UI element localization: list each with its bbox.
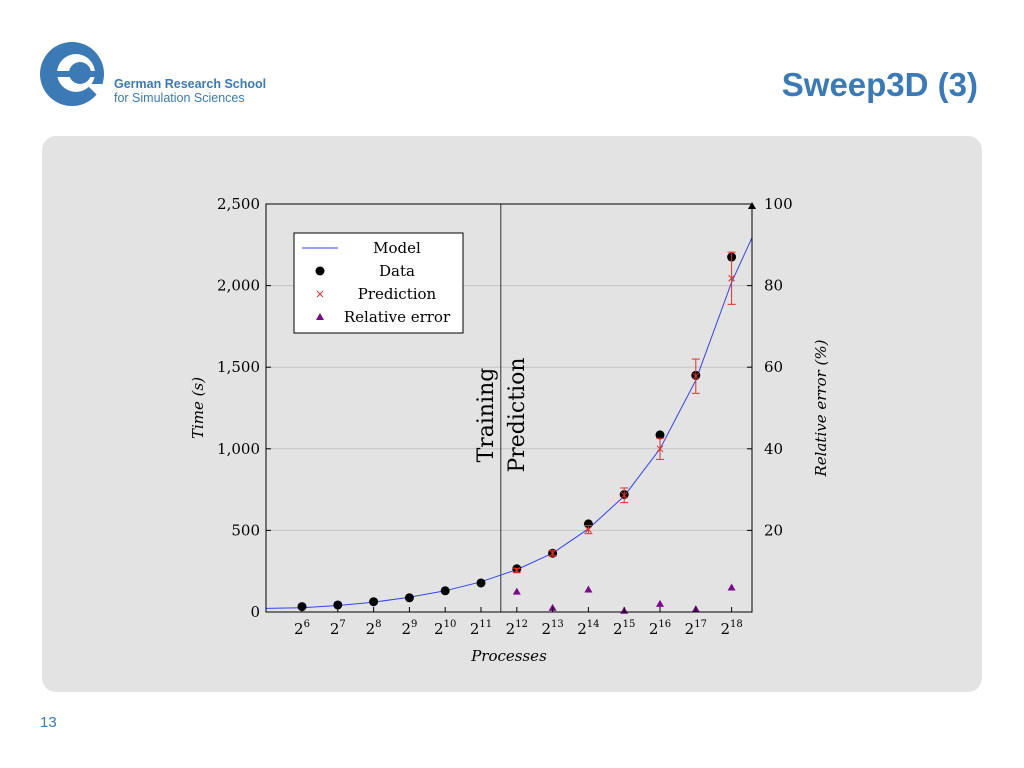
logo-text: German Research School for Simulation Sc… (114, 77, 266, 105)
data-point (297, 602, 307, 612)
y-tick-label: 2,000 (217, 277, 260, 295)
x-tick-label: 29 (401, 619, 417, 638)
prediction-point (727, 251, 736, 305)
data-point (404, 593, 414, 603)
y2-tick-label: 40 (764, 440, 783, 458)
x-tick-label: 218 (720, 619, 742, 638)
y-tick-label: 2,500 (217, 195, 260, 213)
y-tick-label: 500 (231, 521, 260, 539)
data-point (476, 578, 486, 588)
x-tick-label: 26 (294, 619, 310, 638)
slide-title: Sweep3D (3) (781, 66, 978, 103)
prediction-point (691, 358, 700, 394)
legend-box (293, 232, 464, 334)
legend-prediction-swatch (316, 290, 324, 298)
x-tick-label: 214 (577, 619, 599, 638)
y-axis-title: Time (s) (189, 377, 207, 439)
prediction-marker (728, 274, 735, 282)
legend-label: Prediction (358, 285, 437, 303)
legend: Model Data Prediction Relative error (293, 232, 464, 334)
x-tick-label: 213 (541, 619, 563, 638)
prediction-point (512, 567, 521, 574)
x-tick-label: 217 (685, 619, 707, 638)
x-tick-label: 216 (649, 619, 671, 638)
y-tick-label: 0 (250, 603, 260, 621)
x-tick-label: 27 (330, 619, 346, 638)
logo-mark-icon (40, 42, 104, 106)
slide-number: 13 (40, 714, 57, 731)
data-point (369, 597, 379, 607)
prediction-point (584, 525, 593, 535)
x-tick-label: 215 (613, 619, 635, 638)
legend-relative-error-swatch (316, 313, 324, 320)
plot-frame (265, 203, 753, 613)
x-tick-label: 210 (434, 619, 456, 638)
x-tick-label: 28 (366, 619, 382, 638)
legend-label: Model (373, 239, 421, 257)
relative-error-point (584, 585, 593, 593)
y2-tick-label: 80 (764, 277, 783, 295)
content-panel (42, 136, 982, 692)
prediction-marker (692, 372, 700, 380)
prediction-point (656, 437, 664, 460)
logo (40, 42, 104, 106)
x-tick-label: 211 (470, 619, 492, 638)
legend-label: Data (379, 262, 415, 280)
data-point (440, 586, 450, 596)
training-label: Training (474, 368, 499, 463)
relative-error-point (727, 583, 736, 591)
y-tick-label: 1,000 (217, 440, 260, 458)
logo-line-2: for Simulation Sciences (114, 91, 245, 105)
prediction-point (548, 549, 557, 557)
legend-data-swatch (315, 266, 325, 276)
y2-tick-label: 100 (764, 195, 793, 213)
logo-line-1: German Research School (114, 77, 267, 91)
prediction-label: Prediction (505, 357, 530, 472)
relative-error-point (656, 599, 664, 607)
relative-error-point (512, 587, 521, 595)
prediction-marker (656, 445, 664, 453)
y-tick-label: 1,500 (217, 358, 260, 376)
y2-tick-label: 20 (764, 521, 783, 539)
legend-prediction-mark (316, 290, 324, 298)
data-point (655, 430, 665, 440)
y2-axis-title: Relative error (%) (812, 339, 830, 477)
prediction-marker (585, 526, 592, 533)
prediction-point (620, 487, 629, 504)
prediction-marker (513, 567, 521, 574)
prediction-marker (620, 491, 628, 499)
data-point (333, 600, 343, 610)
x-axis-title: Processes (470, 647, 547, 665)
x-tick-label: 212 (506, 619, 528, 638)
data-point (583, 519, 593, 529)
prediction-marker (549, 549, 556, 557)
legend-label: Relative error (344, 308, 451, 326)
y2-tick-label: 60 (764, 358, 783, 376)
